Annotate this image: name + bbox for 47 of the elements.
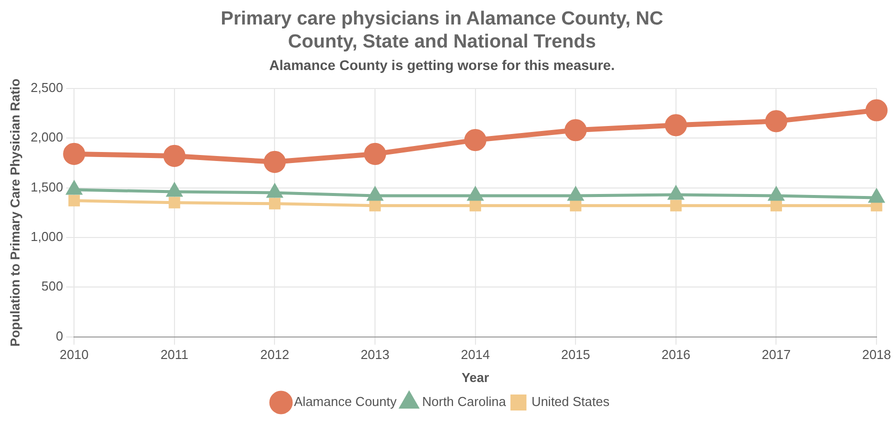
y-tick-label: 0 [56,328,64,344]
point [168,196,180,208]
point [668,186,684,200]
point [670,200,682,212]
y-tick-label: 1,000 [30,229,64,244]
y-tick-label: 2,500 [30,80,64,95]
point [264,150,286,173]
x-tick-label: 2010 [60,347,89,362]
x-tick-label: 2017 [762,347,791,362]
point [570,200,582,212]
point [768,187,784,201]
point [765,110,788,132]
point [464,129,486,152]
x-tick-label: 2014 [460,347,490,362]
point [468,187,483,201]
chart-subtitle: Alamance County is getting worse for this measure. [269,56,615,73]
point [68,194,80,206]
legend-label: United States [531,394,610,410]
x-tick-label: 2013 [360,347,390,362]
point [770,200,782,212]
point [166,183,182,197]
x-tick-label: 2012 [260,347,290,362]
x-tick-label: 2015 [561,347,590,362]
y-tick-label: 2,000 [30,130,64,145]
y-tick-label: 1,500 [30,179,64,194]
point [868,189,884,203]
x-tick-label: 2018 [862,347,891,362]
point [268,198,280,210]
legend-label: Alamance County [294,394,398,410]
point [267,184,282,198]
point [63,142,86,166]
point [865,99,888,122]
x-tick-label: 2016 [661,347,690,362]
point [369,200,381,212]
point [664,114,687,136]
chart-title: Primary care physicians in Alamance County, NC County, State and National Trends [220,8,664,52]
x-axis-title: Year [462,370,490,385]
point [470,200,482,212]
x-tick-label: 2011 [160,347,188,362]
y-axis-title: Population to Primary Care Physician Ratio [7,78,22,347]
point [367,187,383,201]
point [364,142,386,166]
point [564,119,587,142]
point [163,144,186,168]
y-tick-label: 500 [41,278,64,294]
point [568,187,584,201]
legend-label: North Carolina [422,394,507,410]
